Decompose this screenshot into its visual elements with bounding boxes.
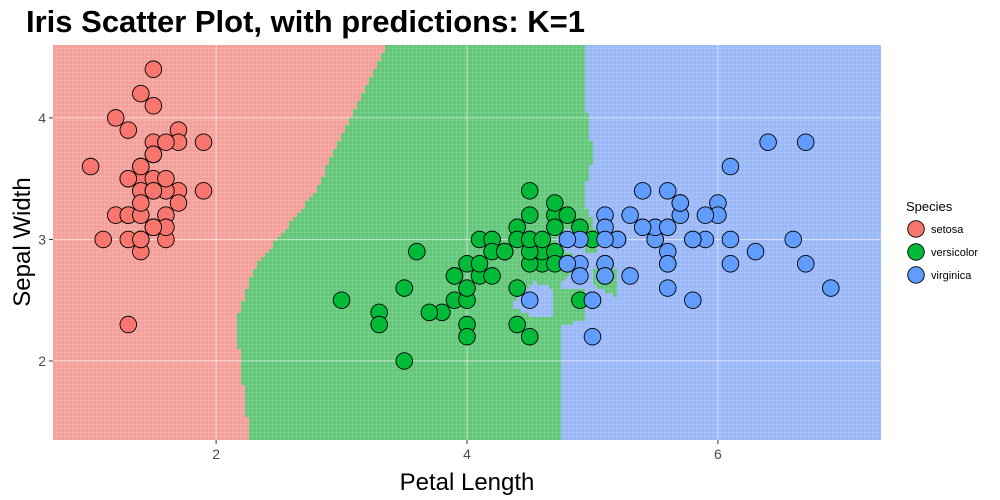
data-point-setosa (144, 182, 163, 200)
data-point-versicolor (558, 206, 577, 224)
legend-key-virginica (907, 266, 925, 284)
series-virginica (520, 133, 840, 346)
legend: Species setosa versicolor virginica (906, 199, 978, 284)
data-point-setosa (119, 169, 138, 188)
legend-key-versicolor (907, 243, 925, 261)
data-point-versicolor (458, 327, 476, 346)
data-point-virginica (633, 182, 652, 200)
data-point-versicolor (495, 242, 514, 261)
data-point-virginica (796, 255, 815, 273)
data-point-virginica (520, 291, 539, 309)
data-point-virginica (721, 157, 740, 176)
data-point-setosa (132, 230, 150, 249)
data-point-versicolor (395, 279, 414, 297)
y-axis-title: Sepal Width (9, 177, 36, 306)
data-point-virginica (721, 255, 740, 273)
data-point-virginica (696, 206, 715, 224)
data-point-virginica (658, 255, 677, 273)
x-tick-label: 2 (212, 446, 220, 462)
y-tick-label: 4 (38, 110, 46, 126)
data-point-versicolor (546, 218, 564, 237)
data-point-versicolor (470, 255, 489, 273)
data-point-virginica (721, 230, 740, 249)
legend-title: Species (906, 199, 953, 214)
data-point-versicolor (332, 291, 351, 309)
data-point-versicolor (458, 279, 476, 297)
legend-label-versicolor: versicolor (931, 247, 978, 259)
data-point-setosa (194, 133, 213, 151)
data-point-setosa (119, 121, 138, 139)
data-point-virginica (796, 133, 815, 151)
data-point-virginica (633, 218, 652, 237)
data-point-virginica (596, 230, 614, 249)
data-point-versicolor (408, 242, 426, 261)
y-tick-label: 2 (38, 353, 46, 369)
data-point-versicolor (395, 352, 414, 370)
data-point-setosa (132, 84, 150, 103)
data-point-virginica (658, 182, 677, 200)
x-axis-title: Petal Length (400, 469, 535, 496)
data-point-versicolor (445, 267, 464, 285)
data-point-setosa (144, 145, 163, 164)
x-tick-label: 6 (714, 446, 722, 462)
data-point-virginica (784, 230, 802, 249)
data-point-virginica (596, 267, 614, 285)
legend-label-virginica: virginica (931, 270, 972, 282)
data-point-virginica (583, 327, 602, 346)
data-point-setosa (157, 169, 175, 188)
series-setosa (81, 60, 213, 334)
axes: 2 4 6 2 3 4 Petal Length Sepal Width (9, 110, 722, 496)
data-point-virginica (759, 133, 777, 151)
legend-item-virginica: virginica (907, 266, 972, 284)
x-axis: 2 4 6 (212, 440, 722, 462)
data-point-setosa (144, 97, 163, 115)
data-point-setosa (81, 157, 100, 176)
data-point-virginica (571, 267, 589, 285)
data-point-setosa (119, 315, 138, 334)
data-point-virginica (621, 267, 639, 285)
chart-title: Iris Scatter Plot, with predictions: K=1 (26, 4, 585, 39)
data-point-setosa (169, 194, 188, 212)
plot-panel (53, 45, 881, 440)
data-point-virginica (684, 230, 702, 249)
legend-item-setosa: setosa (907, 220, 964, 238)
data-point-versicolor (520, 206, 539, 224)
data-point-setosa (144, 60, 163, 79)
data-point-setosa (132, 157, 150, 176)
data-point-virginica (621, 206, 639, 224)
data-point-setosa (132, 194, 150, 212)
legend-label-setosa: setosa (931, 224, 964, 236)
data-point-versicolor (508, 315, 526, 334)
data-point-virginica (671, 194, 690, 212)
data-point-virginica (658, 218, 677, 237)
data-point-versicolor (420, 303, 439, 322)
data-point-versicolor (370, 315, 388, 334)
data-point-versicolor (520, 327, 539, 346)
data-point-versicolor (546, 194, 564, 212)
data-point-versicolor (508, 279, 526, 297)
legend-item-versicolor: versicolor (907, 243, 978, 261)
x-tick-label: 4 (463, 446, 471, 462)
data-point-setosa (106, 109, 125, 127)
y-axis: 2 3 4 (38, 110, 53, 369)
series-versicolor (332, 182, 614, 370)
data-point-versicolor (520, 182, 539, 200)
data-point-versicolor (533, 230, 552, 249)
data-point-virginica (658, 279, 677, 297)
data-point-virginica (558, 255, 577, 273)
data-point-virginica (822, 279, 840, 297)
data-point-setosa (194, 182, 213, 200)
y-tick-label: 3 (38, 231, 46, 247)
data-point-setosa (144, 218, 163, 237)
data-point-versicolor (483, 267, 501, 285)
data-point-virginica (583, 291, 602, 309)
data-point-virginica (746, 242, 765, 261)
data-point-setosa (94, 230, 112, 249)
data-point-virginica (558, 230, 577, 249)
legend-key-setosa (907, 220, 925, 238)
data-point-setosa (157, 133, 175, 151)
data-point-virginica (684, 291, 702, 309)
